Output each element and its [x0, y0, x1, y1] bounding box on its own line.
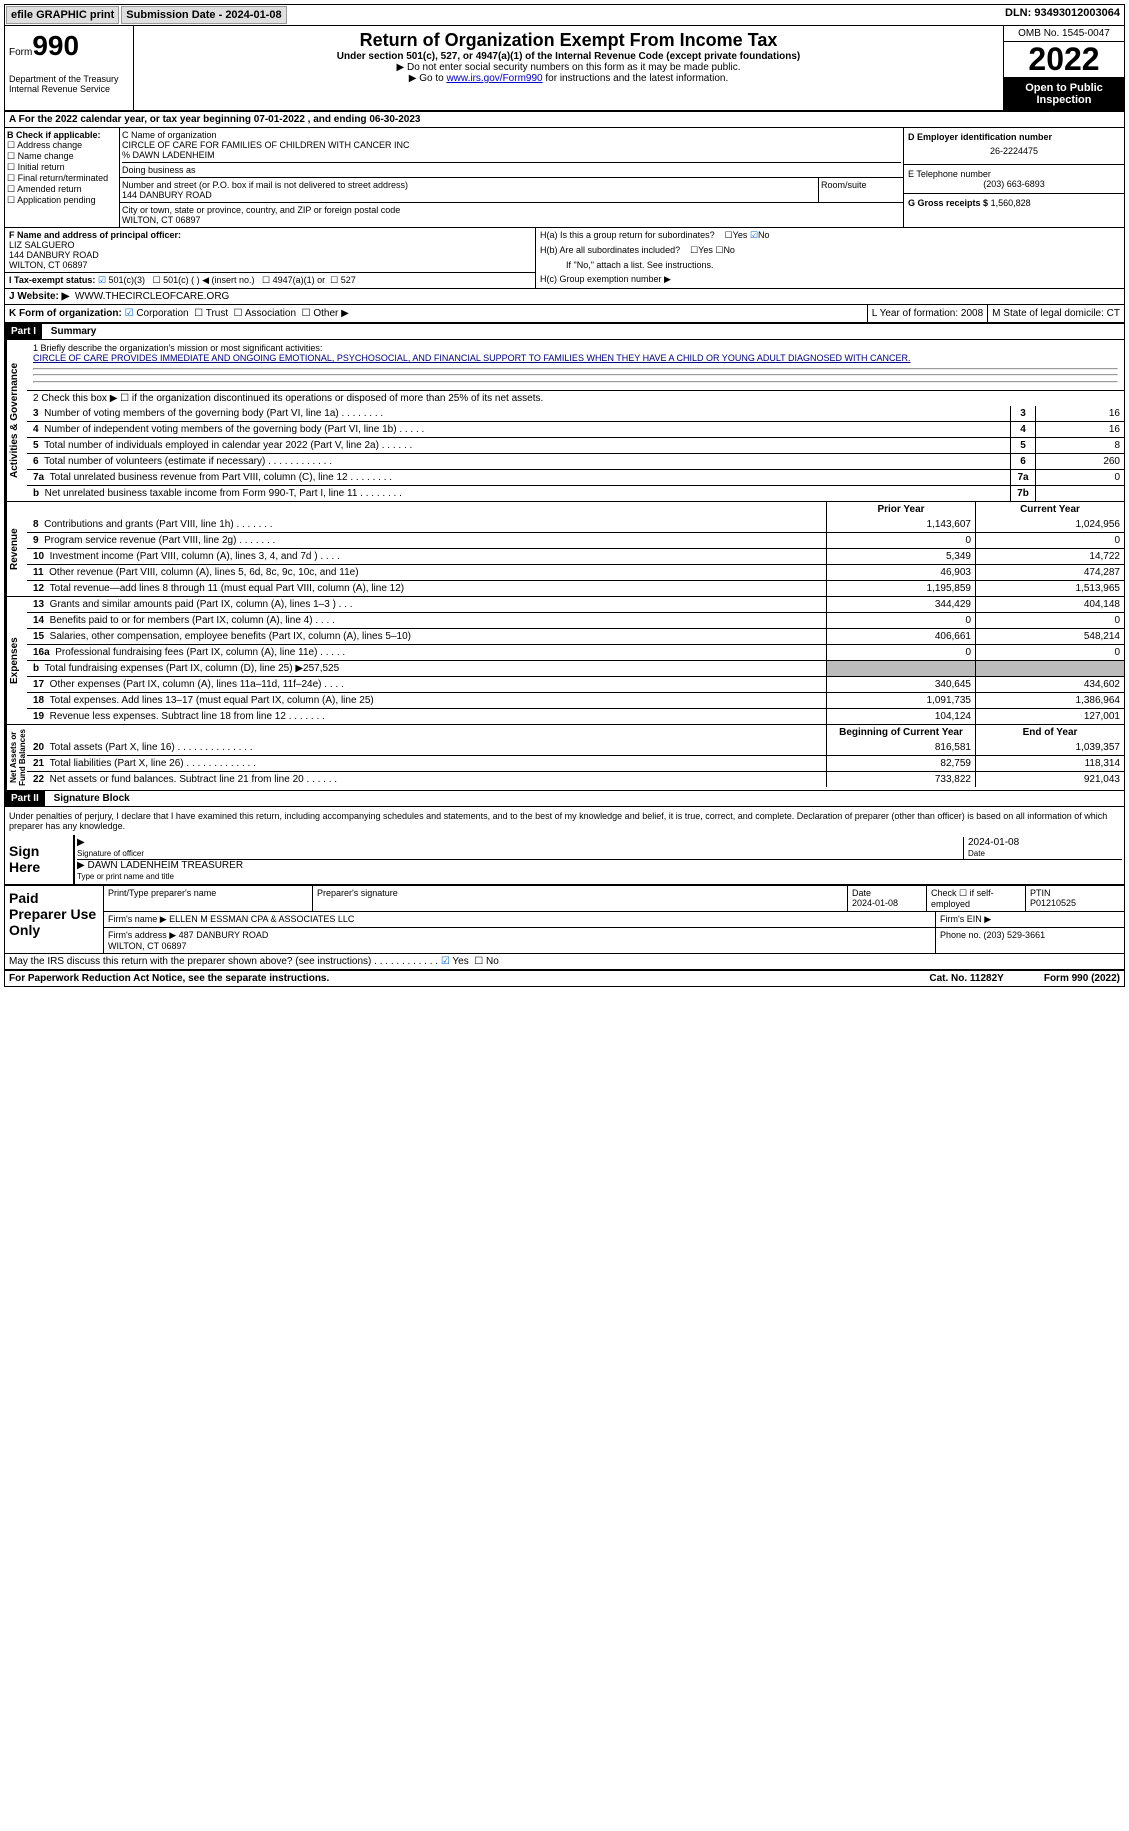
officer: LIZ SALGUERO 144 DANBURY ROAD WILTON, CT…	[9, 240, 99, 270]
form-number: Form990	[9, 30, 129, 62]
dln: DLN: 93493012003064	[1001, 5, 1124, 25]
vlabel-ag: Activities & Governance	[5, 340, 27, 501]
prep-sig-h: Preparer's signature	[313, 886, 848, 911]
note-link: ▶ Go to www.irs.gov/Form990 for instruct…	[138, 73, 999, 84]
form-title: Return of Organization Exempt From Incom…	[138, 30, 999, 51]
chk-final[interactable]: ☐ Final return/terminated	[7, 173, 117, 184]
line-17: 17 Other expenses (Part IX, column (A), …	[27, 677, 826, 692]
org-name: CIRCLE OF CARE FOR FAMILIES OF CHILDREN …	[122, 140, 901, 160]
room-label: Room/suite	[818, 178, 903, 202]
paid-label: Paid Preparer Use Only	[5, 886, 103, 953]
footer-left: For Paperwork Reduction Act Notice, see …	[9, 973, 929, 984]
footer-form: Form 990 (2022)	[1044, 973, 1120, 984]
street-val: 144 DANBURY ROAD	[122, 190, 816, 200]
h-a: H(a) Is this a group return for subordin…	[536, 228, 1124, 243]
line-3: 3 Number of voting members of the govern…	[27, 406, 1010, 421]
row-a-calendar: A For the 2022 calendar year, or tax yea…	[5, 112, 1124, 128]
may-discuss: May the IRS discuss this return with the…	[5, 954, 1124, 971]
line-6: 6 Total number of volunteers (estimate i…	[27, 454, 1010, 469]
line-22: 22 Net assets or fund balances. Subtract…	[27, 772, 826, 787]
col-prior: Prior Year	[826, 502, 975, 517]
part-ii-header: Part II	[5, 791, 45, 806]
prep-name-h: Print/Type preparer's name	[104, 886, 313, 911]
note-ssn: ▶ Do not enter social security numbers o…	[138, 62, 999, 73]
mission-label: 1 Briefly describe the organization's mi…	[33, 343, 1118, 353]
inspection-label: Open to Public Inspection	[1004, 78, 1124, 110]
line-8: 8 Contributions and grants (Part VIII, l…	[27, 517, 826, 532]
box-g: G Gross receipts $ 1,560,828	[904, 194, 1124, 212]
row-k: K Form of organization: ☑ Corporation ☐ …	[5, 305, 867, 322]
line-7a: 7a Total unrelated business revenue from…	[27, 470, 1010, 485]
vlabel-rev: Revenue	[5, 502, 27, 596]
chk-name[interactable]: ☐ Name change	[7, 151, 117, 162]
sign-here-label: Sign Here	[5, 835, 73, 884]
part-i-title: Summary	[45, 324, 103, 339]
line-4: 4 Number of independent voting members o…	[27, 422, 1010, 437]
sig-declaration: Under penalties of perjury, I declare th…	[5, 807, 1124, 835]
line-18: 18 Total expenses. Add lines 13–17 (must…	[27, 693, 826, 708]
vlabel-na: Net Assets or Fund Balances	[5, 725, 27, 790]
col-end: End of Year	[975, 725, 1124, 740]
mission-text: CIRCLE OF CARE PROVIDES IMMEDIATE AND ON…	[33, 353, 1118, 363]
line-19: 19 Revenue less expenses. Subtract line …	[27, 709, 826, 724]
part-ii-title: Signature Block	[48, 791, 136, 806]
chk-initial[interactable]: ☐ Initial return	[7, 162, 117, 173]
box-c-label: C Name of organization	[122, 130, 901, 140]
line-21: 21 Total liabilities (Part X, line 26) .…	[27, 756, 826, 771]
row-i: I Tax-exempt status: ☑ 501(c)(3) ☐ 501(c…	[5, 273, 535, 288]
col-begin: Beginning of Current Year	[826, 725, 975, 740]
box-e-label: E Telephone number	[908, 169, 1120, 179]
phone-val: (203) 663-6893	[908, 179, 1120, 189]
line-20: 20 Total assets (Part X, line 16) . . . …	[27, 740, 826, 755]
line-14: 14 Benefits paid to or for members (Part…	[27, 613, 826, 628]
city-label: City or town, state or province, country…	[122, 205, 901, 215]
tax-year: 2022	[1004, 42, 1124, 78]
chk-address[interactable]: ☐ Address change	[7, 140, 117, 151]
line-b: b Net unrelated business taxable income …	[27, 486, 1010, 501]
signer-name: DAWN LADENHEIM TREASURER	[87, 860, 243, 871]
h-b-note: If "No," attach a list. See instructions…	[536, 258, 1124, 272]
street-label: Number and street (or P.O. box if mail i…	[122, 180, 816, 190]
line-15: 15 Salaries, other compensation, employe…	[27, 629, 826, 644]
line-13: 13 Grants and similar amounts paid (Part…	[27, 597, 826, 612]
form-section: Under section 501(c), 527, or 4947(a)(1)…	[138, 51, 999, 62]
dept-label: Department of the Treasury Internal Reve…	[9, 74, 129, 94]
line-16a: 16a Professional fundraising fees (Part …	[27, 645, 826, 660]
state-domicile: M State of legal domicile: CT	[988, 305, 1124, 322]
ein-val: 26-2224475	[908, 142, 1120, 160]
submission-date: Submission Date - 2024-01-08	[121, 6, 286, 24]
chk-pending[interactable]: ☐ Application pending	[7, 195, 117, 206]
vlabel-exp: Expenses	[5, 597, 27, 724]
omb-number: OMB No. 1545-0047	[1004, 26, 1124, 42]
chk-amended[interactable]: ☐ Amended return	[7, 184, 117, 195]
h-c: H(c) Group exemption number ▶	[536, 272, 1124, 287]
line-10: 10 Investment income (Part VIII, column …	[27, 549, 826, 564]
irs-link[interactable]: www.irs.gov/Form990	[446, 73, 542, 84]
line-11: 11 Other revenue (Part VIII, column (A),…	[27, 565, 826, 580]
line-5: 5 Total number of individuals employed i…	[27, 438, 1010, 453]
part-i-header: Part I	[5, 324, 42, 339]
box-f-label: F Name and address of principal officer:	[9, 230, 181, 240]
line-9: 9 Program service revenue (Part VIII, li…	[27, 533, 826, 548]
footer-cat: Cat. No. 11282Y	[929, 973, 1003, 984]
col-curr: Current Year	[975, 502, 1124, 517]
dba-label: Doing business as	[122, 162, 901, 175]
box-b-label: B Check if applicable:	[7, 130, 117, 140]
h-b: H(b) Are all subordinates included? ☐Yes…	[536, 243, 1124, 258]
efile-button[interactable]: efile GRAPHIC print	[6, 6, 119, 24]
line-2: 2 Check this box ▶ ☐ if the organization…	[27, 391, 1124, 406]
box-d-label: D Employer identification number	[908, 132, 1120, 142]
row-j: J Website: ▶ WWW.THECIRCLEOFCARE.ORG	[5, 289, 1124, 305]
line-12: 12 Total revenue—add lines 8 through 11 …	[27, 581, 826, 596]
line-b: b Total fundraising expenses (Part IX, c…	[27, 661, 826, 676]
city-val: WILTON, CT 06897	[122, 215, 901, 225]
year-formation: L Year of formation: 2008	[867, 305, 988, 322]
